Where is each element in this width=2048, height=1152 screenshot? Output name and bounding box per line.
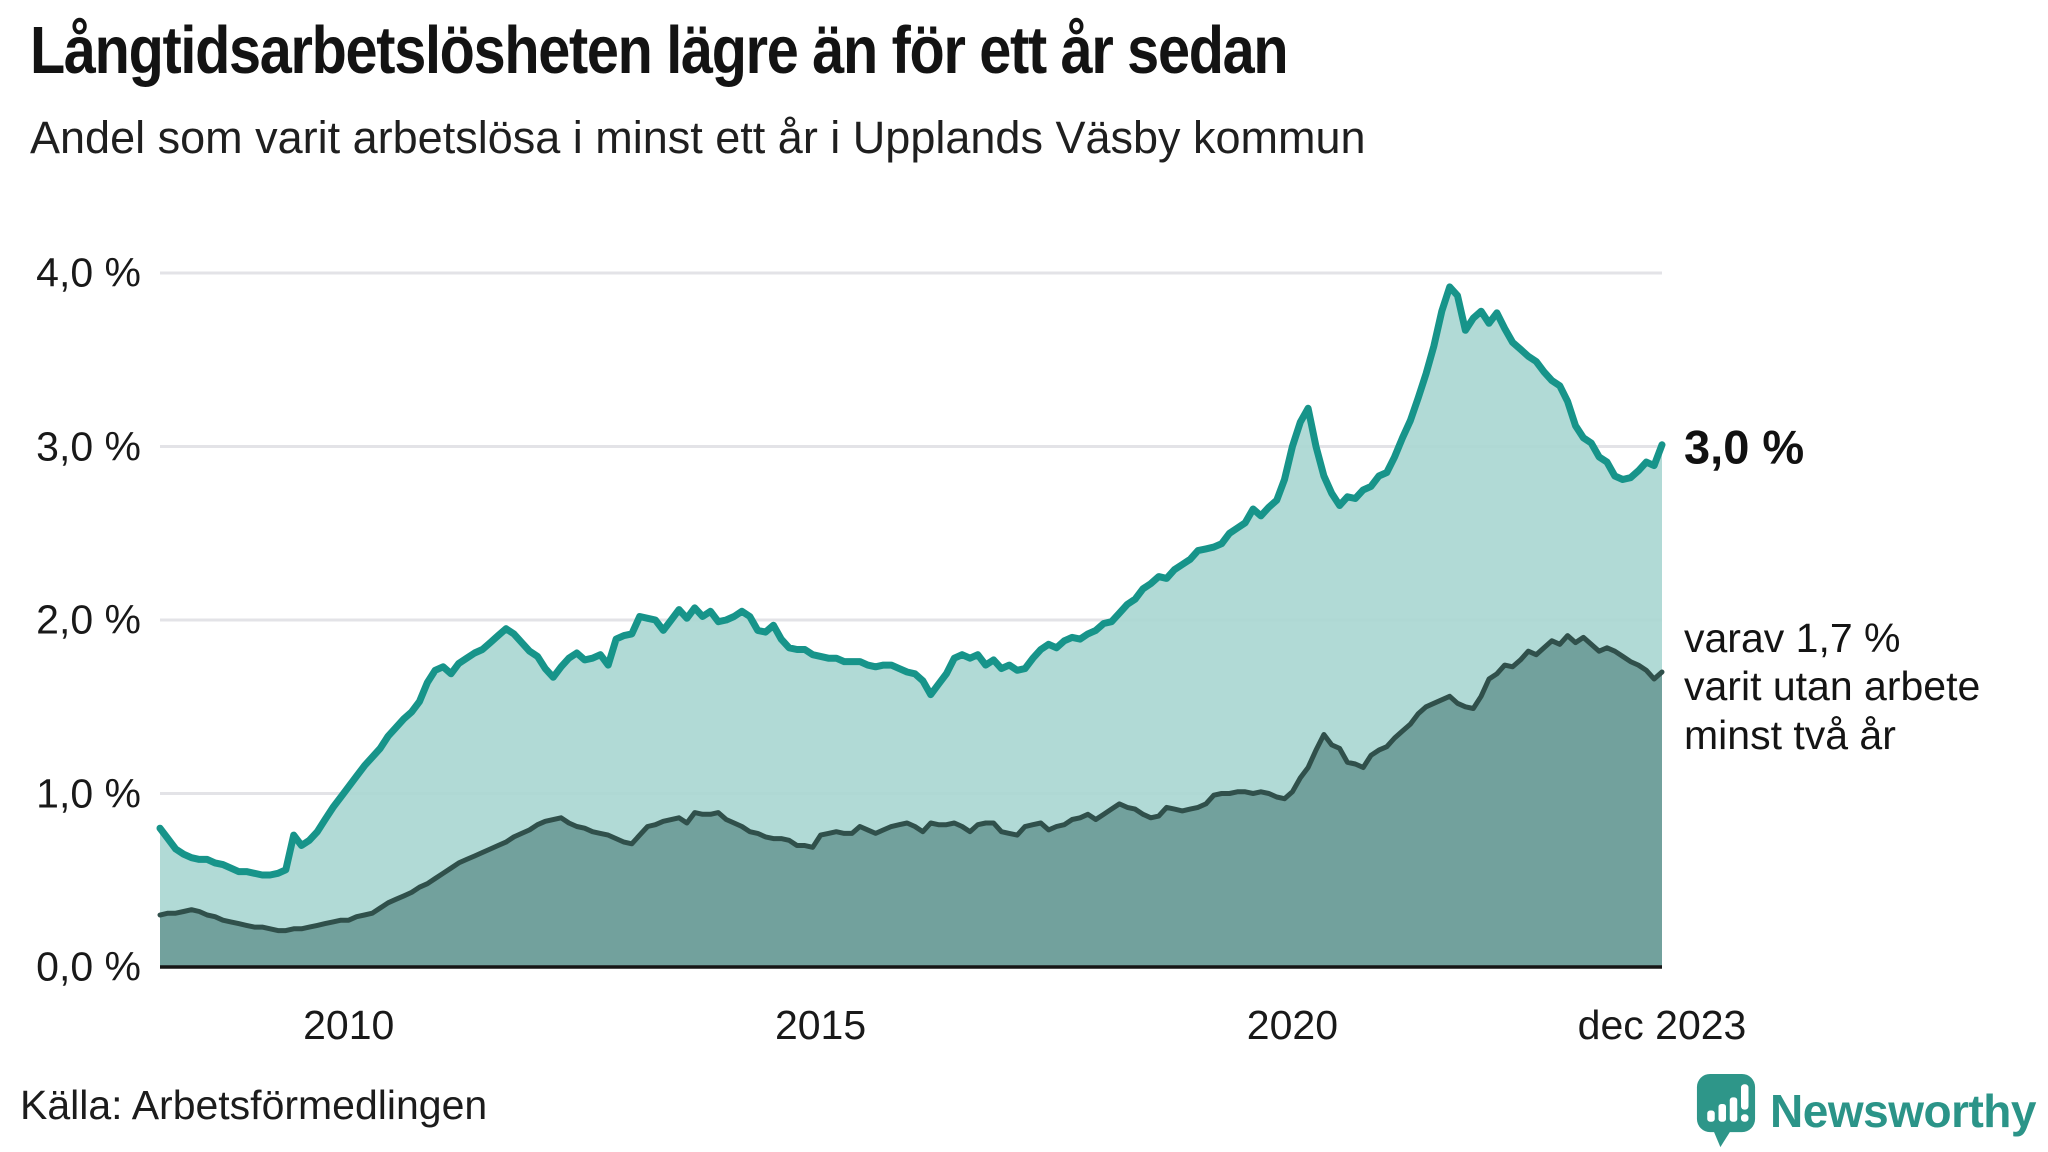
- y-tick-label: 3,0 %: [36, 423, 141, 469]
- chart-subtitle: Andel som varit arbetslösa i minst ett å…: [30, 112, 1366, 163]
- x-tick-label: dec 2023: [1577, 1002, 1747, 1048]
- two-year-annotation-line3: minst två år: [1684, 711, 1896, 758]
- x-tick-label: 2010: [303, 1002, 395, 1048]
- two-year-annotation-line1: varav 1,7 %: [1684, 615, 1901, 661]
- x-tick-label: 2020: [1246, 1002, 1338, 1048]
- two-year-annotation: varav 1,7 % varit utan arbete minst två …: [1684, 614, 1980, 759]
- y-tick-label: 4,0 %: [36, 249, 141, 296]
- newsworthy-logo-text: Newsworthy: [1770, 1084, 2036, 1137]
- newsworthy-logo: Newsworthy: [1696, 1073, 2036, 1148]
- line-two-years: [157, 633, 1665, 934]
- two-year-annotation-line2: varit utan arbete: [1684, 663, 1981, 710]
- x-tick-label: 2015: [774, 1002, 867, 1048]
- page-title: Långtidsarbetslösheten lägre än för ett …: [30, 13, 1289, 88]
- y-tick-label: 2,0 %: [36, 596, 141, 643]
- y-tick-label: 0,0 %: [36, 943, 141, 990]
- area-one-year: [160, 286, 1662, 967]
- newsworthy-bubble-chart-icon: [1696, 1073, 1756, 1148]
- y-tick-label: 1,0 %: [36, 770, 141, 816]
- line-one-year: [156, 283, 1666, 879]
- area-two-years: [160, 635, 1662, 967]
- latest-value-annotation: 3,0 %: [1684, 420, 1805, 474]
- source-credit: Källa: Arbetsförmedlingen: [20, 1082, 488, 1128]
